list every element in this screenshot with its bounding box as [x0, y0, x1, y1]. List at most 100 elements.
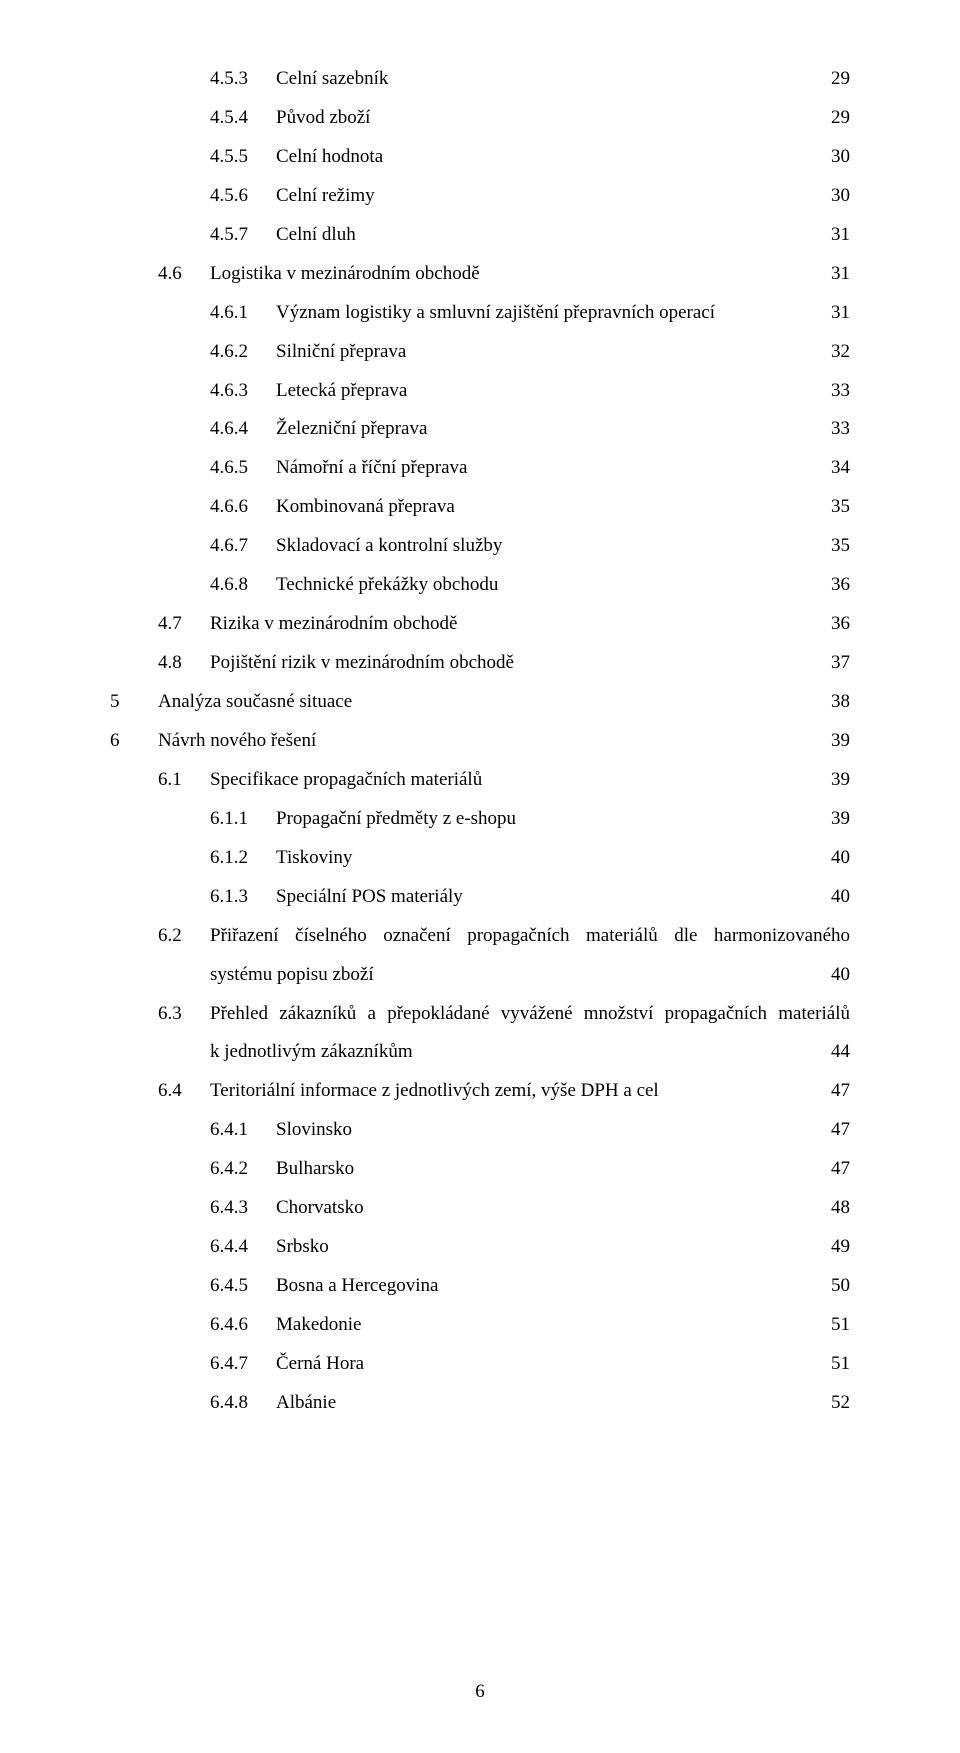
- toc-entry-page: 50: [831, 1267, 850, 1306]
- toc-entry[interactable]: 4.6.2Silniční přeprava32: [110, 333, 850, 372]
- toc-entry[interactable]: 4.8Pojištění rizik v mezinárodním obchod…: [110, 644, 850, 683]
- toc-entry-number: 4.8: [158, 644, 210, 683]
- toc-entry-number: 6.3: [158, 995, 210, 1034]
- toc-entry-title: Silniční přeprava: [276, 333, 406, 372]
- toc-entry-page: 29: [831, 60, 850, 99]
- toc-entry-number: 5: [110, 683, 158, 722]
- toc-entry[interactable]: 6.4.6Makedonie51: [110, 1306, 850, 1345]
- toc-entry-number: 4.5.6: [210, 177, 276, 216]
- toc-entry-title: Kombinovaná přeprava: [276, 488, 455, 527]
- toc-entry-title: Logistika v mezinárodním obchodě: [210, 255, 480, 294]
- toc-entry-number: 6.4.7: [210, 1345, 276, 1384]
- toc-entry-number: 4.7: [158, 605, 210, 644]
- toc-entry-title: Speciální POS materiály: [276, 878, 463, 917]
- toc-entry-number: 4.5.5: [210, 138, 276, 177]
- toc-entry[interactable]: 4.5.5Celní hodnota30: [110, 138, 850, 177]
- toc-entry[interactable]: 6.1.1Propagační předměty z e-shopu39: [110, 800, 850, 839]
- toc-entry-page: 52: [831, 1384, 850, 1423]
- toc-entry[interactable]: 6.2Přiřazení číselného označení propagač…: [110, 917, 850, 995]
- toc-entry[interactable]: 4.6.8Technické překážky obchodu36: [110, 566, 850, 605]
- toc-entry-number: 4.6.3: [210, 372, 276, 411]
- toc-entry-number: 4.6.7: [210, 527, 276, 566]
- toc-entry-number: 6.4.3: [210, 1189, 276, 1228]
- toc-entry-number: 6.2: [158, 917, 210, 956]
- toc-entry[interactable]: 6.3Přehled zákazníků a přepokládané vyvá…: [110, 995, 850, 1073]
- toc-entry[interactable]: 4.7Rizika v mezinárodním obchodě36: [110, 605, 850, 644]
- toc-entry-page: 29: [831, 99, 850, 138]
- toc-entry-page: 51: [831, 1306, 850, 1345]
- toc-entry-number: 6: [110, 722, 158, 761]
- toc-entry[interactable]: 6.4.8Albánie 52: [110, 1384, 850, 1423]
- toc-entry-page: 33: [831, 410, 850, 449]
- toc-entry[interactable]: 6.1.2Tiskoviny40: [110, 839, 850, 878]
- toc-entry-number: 4.6.6: [210, 488, 276, 527]
- toc-entry[interactable]: 6.1.3Speciální POS materiály40: [110, 878, 850, 917]
- toc-entry-number: 6.4.1: [210, 1111, 276, 1150]
- toc-entry-title: Albánie: [276, 1384, 336, 1423]
- toc-entry-title: Makedonie: [276, 1306, 361, 1345]
- toc-entry-page: 39: [831, 722, 850, 761]
- toc-entry-title: Propagační předměty z e-shopu: [276, 800, 516, 839]
- toc-entry-number: 4.6: [158, 255, 210, 294]
- toc-entry-title: Bosna a Hercegovina: [276, 1267, 439, 1306]
- toc-entry[interactable]: 5Analýza současné situace38: [110, 683, 850, 722]
- toc-entry[interactable]: 4.6.6Kombinovaná přeprava35: [110, 488, 850, 527]
- toc-entry[interactable]: 6Návrh nového řešení 39: [110, 722, 850, 761]
- toc-entry-page: 38: [831, 683, 850, 722]
- toc-entry-page: 36: [831, 605, 850, 644]
- toc-entry[interactable]: 4.5.3Celní sazebník29: [110, 60, 850, 99]
- toc-entry[interactable]: 4.5.6Celní režimy 30: [110, 177, 850, 216]
- toc-entry-title: Chorvatsko: [276, 1189, 364, 1228]
- toc-entry-title: Slovinsko: [276, 1111, 352, 1150]
- document-page: 4.5.3Celní sazebník294.5.4Původ zboží294…: [0, 0, 960, 1753]
- toc-entry-title: Specifikace propagačních materiálů: [210, 761, 482, 800]
- toc-entry[interactable]: 4.6.3Letecká přeprava33: [110, 372, 850, 411]
- toc-entry-title: Letecká přeprava: [276, 372, 407, 411]
- toc-entry-number: 6.1.1: [210, 800, 276, 839]
- toc-entry-number: 4.5.7: [210, 216, 276, 255]
- toc-entry[interactable]: 4.6.4Železniční přeprava33: [110, 410, 850, 449]
- toc-entry[interactable]: 6.4Teritoriální informace z jednotlivých…: [110, 1072, 850, 1111]
- toc-entry-page: 35: [831, 527, 850, 566]
- toc-entry[interactable]: 6.4.7Černá Hora 51: [110, 1345, 850, 1384]
- toc-entry[interactable]: 6.4.3Chorvatsko48: [110, 1189, 850, 1228]
- toc-entry-title: Celní dluh: [276, 216, 356, 255]
- toc-entry[interactable]: 4.6.7Skladovací a kontrolní služby35: [110, 527, 850, 566]
- toc-entry[interactable]: 6.4.4Srbsko49: [110, 1228, 850, 1267]
- toc-entry-title: Námořní a říční přeprava: [276, 449, 468, 488]
- toc-entry-title: Celní hodnota: [276, 138, 383, 177]
- toc-entry-page: 31: [831, 294, 850, 333]
- page-number: 6: [0, 1681, 960, 1703]
- toc-entry[interactable]: 4.6.5Námořní a říční přeprava34: [110, 449, 850, 488]
- toc-entry[interactable]: 4.5.7Celní dluh 31: [110, 216, 850, 255]
- toc-entry[interactable]: 6.4.2Bulharsko47: [110, 1150, 850, 1189]
- toc-entry-title: Bulharsko: [276, 1150, 354, 1189]
- toc-entry-title: Černá Hora: [276, 1345, 364, 1384]
- toc-entry-page: 37: [831, 644, 850, 683]
- toc-entry-title: Návrh nového řešení: [158, 722, 316, 761]
- toc-entry[interactable]: 4.6Logistika v mezinárodním obchodě 31: [110, 255, 850, 294]
- toc-entry-page: 32: [831, 333, 850, 372]
- toc-entry[interactable]: 6.4.1Slovinsko 47: [110, 1111, 850, 1150]
- toc-entry-page: 51: [831, 1345, 850, 1384]
- toc-entry-page: 49: [831, 1228, 850, 1267]
- toc-entry-title: Význam logistiky a smluvní zajištění pře…: [276, 294, 715, 333]
- toc-entry[interactable]: 6.4.5Bosna a Hercegovina50: [110, 1267, 850, 1306]
- toc-entry-page: 47: [831, 1111, 850, 1150]
- toc-entry-page: 31: [831, 255, 850, 294]
- toc-entry-number: 6.4.2: [210, 1150, 276, 1189]
- toc-entry-number: 4.5.3: [210, 60, 276, 99]
- toc-entry-title-continuation: systému popisu zboží: [210, 956, 374, 995]
- toc-entry-number: 6.4.8: [210, 1384, 276, 1423]
- toc-entry-page: 31: [831, 216, 850, 255]
- toc-entry[interactable]: 6.1Specifikace propagačních materiálů39: [110, 761, 850, 800]
- toc-entry-title: Přiřazení číselného označení propagačníc…: [210, 917, 850, 956]
- toc-entry-title: Teritoriální informace z jednotlivých ze…: [210, 1072, 659, 1111]
- toc-entry[interactable]: 4.5.4Původ zboží29: [110, 99, 850, 138]
- toc-entry-number: 4.6.5: [210, 449, 276, 488]
- toc-entry-page: 44: [831, 1033, 850, 1072]
- toc-entry-page: 47: [831, 1072, 850, 1111]
- toc-entry[interactable]: 4.6.1Význam logistiky a smluvní zajištěn…: [110, 294, 850, 333]
- toc-entry-title: Celní režimy: [276, 177, 375, 216]
- toc-entry-page: 30: [831, 177, 850, 216]
